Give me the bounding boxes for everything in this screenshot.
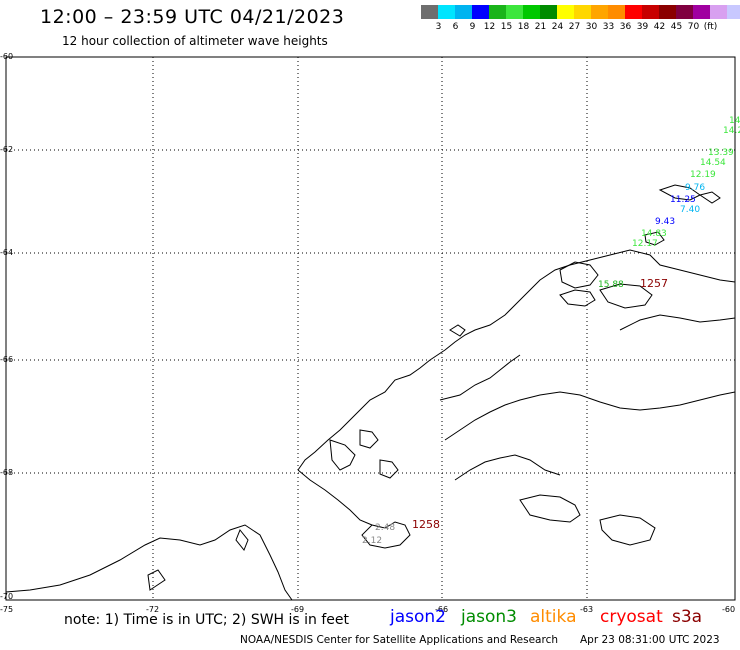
coastline [5, 184, 736, 601]
color-tick-label: 6 [452, 22, 459, 32]
lon-label: -72 [146, 605, 160, 614]
wave-height-label: 14.54 [700, 158, 726, 168]
satellite-legend-item: altika [530, 607, 577, 627]
lon-label: -60 [722, 605, 736, 614]
page-subtitle: 12 hour collection of altimeter wave hei… [62, 34, 328, 48]
color-tick-label: 21 [534, 22, 547, 32]
color-swatch [574, 5, 591, 19]
color-swatch [642, 5, 659, 19]
lat-label: -70 [0, 592, 14, 601]
color-swatch [625, 5, 642, 19]
wave-height-label: 9.76 [685, 183, 705, 193]
color-swatch [523, 5, 540, 19]
color-tick-label: 24 [551, 22, 564, 32]
wave-height-label: 12.19 [690, 170, 716, 180]
lat-label: -66 [0, 355, 14, 364]
wave-height-label: 1258 [412, 518, 440, 531]
wave-height-label: 2.12 [362, 536, 382, 546]
color-tick-label: 18 [517, 22, 530, 32]
graticule [6, 57, 735, 600]
satellite-legend-item: jason3 [461, 607, 517, 627]
color-swatch [659, 5, 676, 19]
color-swatch [727, 5, 740, 19]
wave-height-label: 1257 [640, 277, 668, 290]
wave-height-label: 7.40 [680, 205, 700, 215]
satellite-legend-item: jason2 [390, 607, 446, 627]
color-tick-label: 30 [585, 22, 598, 32]
color-tick-label: 12 [483, 22, 496, 32]
wave-height-label: 14.2 [723, 126, 740, 136]
wave-height-label: 12.17 [632, 239, 658, 249]
lat-label: -60 [0, 52, 14, 61]
color-swatch [608, 5, 625, 19]
color-tick-label: 45 [670, 22, 683, 32]
color-tick-label: 15 [500, 22, 513, 32]
color-swatch [438, 5, 455, 19]
lon-label: -66 [435, 605, 449, 614]
color-tick-label: 42 [653, 22, 666, 32]
color-swatch [421, 5, 438, 19]
wave-height-label: 15.88 [598, 280, 624, 290]
color-tick-label: 39 [636, 22, 649, 32]
generated-timestamp: Apr 23 08:31:00 UTC 2023 [580, 634, 720, 646]
color-tick-label: (ft) [703, 22, 718, 32]
color-swatch [489, 5, 506, 19]
wave-height-label: 14.83 [641, 229, 667, 239]
color-tick-label: 33 [602, 22, 615, 32]
wave-height-label: 2.48 [375, 523, 395, 533]
color-tick-label: 9 [469, 22, 476, 32]
color-swatch [710, 5, 727, 19]
color-tick-label: 70 [687, 22, 700, 32]
lon-label: -75 [0, 605, 14, 614]
lon-label: -69 [291, 605, 305, 614]
color-swatch [506, 5, 523, 19]
color-swatch [676, 5, 693, 19]
color-swatch [557, 5, 574, 19]
color-swatch [455, 5, 472, 19]
lat-label: -64 [0, 248, 14, 257]
page-title: 12:00 – 23:59 UTC 04/21/2023 [40, 6, 345, 28]
lon-label: -63 [580, 605, 594, 614]
lat-label: -62 [0, 145, 14, 154]
lat-label: -68 [0, 468, 14, 477]
wave-height-label: 11.25 [670, 195, 696, 205]
color-tick-label: 3 [435, 22, 442, 32]
wave-height-label: 14.25 [729, 116, 740, 126]
color-swatch [591, 5, 608, 19]
wave-height-label: 13.39 [708, 148, 734, 158]
wave-height-label: 9.43 [655, 217, 675, 227]
footnote: note: 1) Time is in UTC; 2) SWH is in fe… [64, 612, 350, 628]
color-swatch [693, 5, 710, 19]
color-tick-label: 36 [619, 22, 632, 32]
map-frame [5, 56, 736, 601]
satellite-legend-item: s3a [672, 607, 703, 627]
color-swatch [540, 5, 557, 19]
color-legend-bar [421, 5, 740, 19]
color-swatch [472, 5, 489, 19]
satellite-legend-item: cryosat [600, 607, 663, 627]
color-tick-label: 27 [568, 22, 581, 32]
credit-line: NOAA/NESDIS Center for Satellite Applica… [240, 634, 558, 646]
